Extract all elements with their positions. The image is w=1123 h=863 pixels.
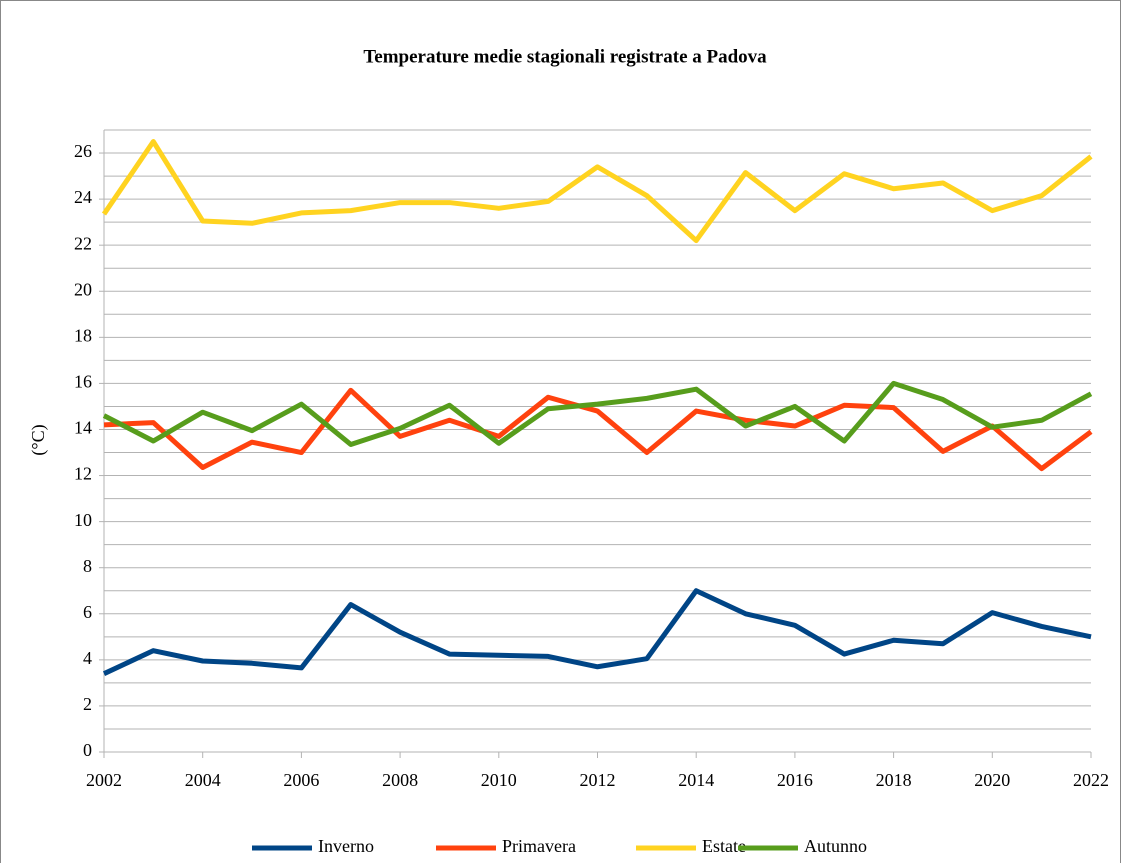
x-tick-label: 2004 xyxy=(185,770,221,790)
y-tick-label: 26 xyxy=(74,141,92,161)
y-tick-label: 24 xyxy=(74,187,92,207)
x-tick-label: 2018 xyxy=(876,770,912,790)
x-tick-label: 2020 xyxy=(974,770,1010,790)
y-tick-label: 4 xyxy=(83,648,92,668)
y-tick-label: 6 xyxy=(83,602,92,622)
chart-title: Temperature medie stagionali registrate … xyxy=(363,46,767,67)
series-line xyxy=(102,380,1093,447)
x-tick-label: 2002 xyxy=(86,770,122,790)
series-line xyxy=(103,387,1093,472)
series-line xyxy=(102,588,1092,676)
legend-label: Primavera xyxy=(502,836,576,856)
legend-label: Inverno xyxy=(318,836,374,856)
y-tick-label: 10 xyxy=(74,510,92,530)
y-tick-label: 0 xyxy=(83,740,92,760)
y-tick-label: 12 xyxy=(74,464,92,484)
y-tick-label: 8 xyxy=(83,556,92,576)
legend-label: Autunno xyxy=(804,836,867,856)
x-tick-label: 2006 xyxy=(283,770,319,790)
y-tick-label: 20 xyxy=(74,279,92,299)
y-axis-label: (°C) xyxy=(28,424,49,455)
series-line xyxy=(101,139,1093,244)
y-tick-label: 16 xyxy=(74,372,92,392)
x-tick-label: 2008 xyxy=(382,770,418,790)
y-tick-label: 18 xyxy=(74,325,92,345)
legend-label: Estate xyxy=(702,836,746,856)
x-tick-label: 2014 xyxy=(678,770,714,790)
x-tick-label: 2016 xyxy=(777,770,813,790)
y-tick-label: 22 xyxy=(74,233,92,253)
x-tick-label: 2010 xyxy=(481,770,517,790)
y-tick-label: 14 xyxy=(74,418,92,438)
x-tick-label: 2022 xyxy=(1073,770,1109,790)
y-tick-label: 2 xyxy=(83,694,92,714)
x-tick-label: 2012 xyxy=(580,770,616,790)
